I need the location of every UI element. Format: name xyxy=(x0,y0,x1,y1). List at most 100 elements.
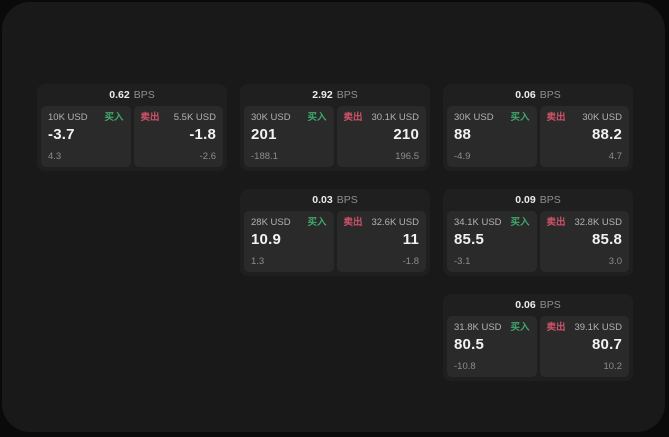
buy-panel[interactable]: 28K USD 买入 10.9 1.3 xyxy=(244,211,334,272)
bps-unit-label: BPS xyxy=(539,193,561,206)
app-window: 0.62 BPS 10K USD 买入 -3.7 4.3 卖出 5.5K USD… xyxy=(2,2,665,432)
quotes-grid: 0.62 BPS 10K USD 买入 -3.7 4.3 卖出 5.5K USD… xyxy=(37,84,633,381)
quote-card: 0.62 BPS 10K USD 买入 -3.7 4.3 卖出 5.5K USD… xyxy=(37,84,227,171)
buy-panel-top: 10K USD 买入 xyxy=(48,112,124,123)
bps-value: 0.09 xyxy=(515,193,536,206)
buy-side-label: 买入 xyxy=(510,112,530,123)
buy-delta: 1.3 xyxy=(251,255,265,267)
buy-price: 10.9 xyxy=(251,231,281,249)
buy-size: 31.8K USD xyxy=(454,322,502,333)
buy-delta: 4.3 xyxy=(48,150,62,162)
buy-panel[interactable]: 10K USD 买入 -3.7 4.3 xyxy=(41,106,131,167)
sell-size: 39.1K USD xyxy=(574,322,622,333)
bps-unit-label: BPS xyxy=(539,298,561,311)
sell-delta: 4.7 xyxy=(608,150,622,162)
sell-side-label: 卖出 xyxy=(546,217,566,228)
buy-panel[interactable]: 31.8K USD 买入 80.5 -10.8 xyxy=(447,316,537,377)
buy-side-label: 买入 xyxy=(307,112,327,123)
buy-panel[interactable]: 30K USD 买入 88 -4.9 xyxy=(447,106,537,167)
card-header: 2.92 BPS xyxy=(244,84,426,106)
buy-delta: -188.1 xyxy=(251,150,278,162)
sell-side-label: 卖出 xyxy=(343,217,363,228)
sell-delta: -2.6 xyxy=(199,150,216,162)
sell-panel-top: 卖出 39.1K USD xyxy=(547,322,623,333)
sell-price: 85.8 xyxy=(592,231,622,249)
buy-delta: -3.1 xyxy=(454,255,471,267)
sell-size: 30K USD xyxy=(582,112,622,123)
sell-side-label: 卖出 xyxy=(546,112,566,123)
sell-price: 210 xyxy=(393,126,419,144)
buy-size: 30K USD xyxy=(251,112,291,123)
card-header: 0.06 BPS xyxy=(447,294,629,316)
sell-panel[interactable]: 卖出 32.6K USD 11 -1.8 xyxy=(336,211,426,272)
sell-panel-top: 卖出 30.1K USD xyxy=(344,112,420,123)
sell-panel[interactable]: 卖出 30K USD 88.2 4.7 xyxy=(539,106,629,167)
sell-panel-top: 卖出 32.8K USD xyxy=(547,217,623,228)
sell-delta: -1.8 xyxy=(402,255,419,267)
buy-panel-top: 30K USD 买入 xyxy=(454,112,530,123)
card-header: 0.09 BPS xyxy=(447,189,629,211)
buy-size: 28K USD xyxy=(251,217,291,228)
buy-panel[interactable]: 34.1K USD 买入 85.5 -3.1 xyxy=(447,211,537,272)
buy-price: 88 xyxy=(454,126,472,144)
buy-panel-top: 28K USD 买入 xyxy=(251,217,327,228)
quote-card: 0.06 BPS 30K USD 买入 88 -4.9 卖出 30K USD 8… xyxy=(443,84,633,171)
sell-side-label: 卖出 xyxy=(140,112,160,123)
quote-panels: 28K USD 买入 10.9 1.3 卖出 32.6K USD 11 -1.8 xyxy=(244,211,426,272)
sell-size: 32.8K USD xyxy=(574,217,622,228)
buy-side-label: 买入 xyxy=(510,322,530,333)
quote-panels: 34.1K USD 买入 85.5 -3.1 卖出 32.8K USD 85.8… xyxy=(447,211,629,272)
sell-price: -1.8 xyxy=(189,126,216,144)
quote-panels: 30K USD 买入 201 -188.1 卖出 30.1K USD 210 1… xyxy=(244,106,426,167)
sell-side-label: 卖出 xyxy=(343,112,363,123)
buy-size: 10K USD xyxy=(48,112,88,123)
sell-size: 30.1K USD xyxy=(371,112,419,123)
card-header: 0.62 BPS xyxy=(41,84,223,106)
buy-delta: -10.8 xyxy=(454,360,476,372)
bps-unit-label: BPS xyxy=(336,88,358,101)
card-header: 0.03 BPS xyxy=(244,189,426,211)
sell-panel[interactable]: 卖出 5.5K USD -1.8 -2.6 xyxy=(133,106,223,167)
sell-delta: 3.0 xyxy=(608,255,622,267)
sell-delta: 196.5 xyxy=(395,150,419,162)
buy-price: 201 xyxy=(251,126,277,144)
sell-panel-top: 卖出 5.5K USD xyxy=(141,112,217,123)
sell-price: 80.7 xyxy=(592,336,622,354)
buy-panel-top: 34.1K USD 买入 xyxy=(454,217,530,228)
bps-value: 0.03 xyxy=(312,193,333,206)
quote-panels: 10K USD 买入 -3.7 4.3 卖出 5.5K USD -1.8 -2.… xyxy=(41,106,223,167)
quote-panels: 31.8K USD 买入 80.5 -10.8 卖出 39.1K USD 80.… xyxy=(447,316,629,377)
quote-card: 2.92 BPS 30K USD 买入 201 -188.1 卖出 30.1K … xyxy=(240,84,430,171)
buy-price: 85.5 xyxy=(454,231,484,249)
bps-value: 0.06 xyxy=(515,88,536,101)
buy-side-label: 买入 xyxy=(104,112,124,123)
buy-side-label: 买入 xyxy=(307,217,327,228)
buy-size: 34.1K USD xyxy=(454,217,502,228)
sell-size: 5.5K USD xyxy=(173,112,216,123)
quote-panels: 30K USD 买入 88 -4.9 卖出 30K USD 88.2 4.7 xyxy=(447,106,629,167)
buy-panel-top: 30K USD 买入 xyxy=(251,112,327,123)
buy-price: -3.7 xyxy=(48,126,75,144)
sell-side-label: 卖出 xyxy=(546,322,566,333)
bps-value: 2.92 xyxy=(312,88,333,101)
bps-unit-label: BPS xyxy=(336,193,358,206)
sell-panel-top: 卖出 30K USD xyxy=(547,112,623,123)
buy-side-label: 买入 xyxy=(510,217,530,228)
buy-delta: -4.9 xyxy=(454,150,471,162)
quote-card: 0.09 BPS 34.1K USD 买入 85.5 -3.1 卖出 32.8K… xyxy=(443,189,633,276)
buy-price: 80.5 xyxy=(454,336,484,354)
quote-card: 0.03 BPS 28K USD 买入 10.9 1.3 卖出 32.6K US… xyxy=(240,189,430,276)
bps-value: 0.62 xyxy=(109,88,130,101)
buy-panel-top: 31.8K USD 买入 xyxy=(454,322,530,333)
bps-unit-label: BPS xyxy=(539,88,561,101)
card-header: 0.06 BPS xyxy=(447,84,629,106)
sell-panel[interactable]: 卖出 32.8K USD 85.8 3.0 xyxy=(539,211,629,272)
sell-price: 11 xyxy=(402,231,419,249)
sell-price: 88.2 xyxy=(592,126,622,144)
sell-panel[interactable]: 卖出 39.1K USD 80.7 10.2 xyxy=(539,316,629,377)
buy-size: 30K USD xyxy=(454,112,494,123)
buy-panel[interactable]: 30K USD 买入 201 -188.1 xyxy=(244,106,334,167)
sell-panel[interactable]: 卖出 30.1K USD 210 196.5 xyxy=(336,106,426,167)
bps-unit-label: BPS xyxy=(133,88,155,101)
sell-size: 32.6K USD xyxy=(371,217,419,228)
